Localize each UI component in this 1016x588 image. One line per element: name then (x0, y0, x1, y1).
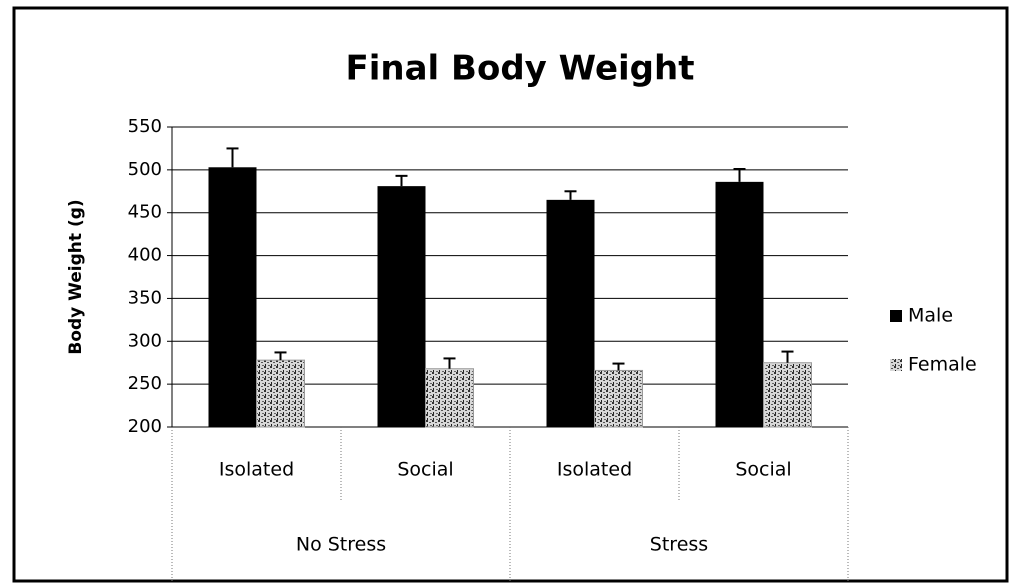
x-tick-label: Isolated (219, 459, 294, 481)
bar (425, 368, 474, 428)
y-tick-label: 250 (128, 373, 162, 394)
x-tick-label: Social (397, 459, 453, 481)
y-tick-label: 450 (128, 202, 162, 223)
y-tick-label: 550 (128, 116, 162, 137)
group-label: Stress (650, 534, 708, 556)
bar (208, 167, 257, 428)
legend-swatch (890, 359, 902, 371)
y-tick-label: 400 (128, 245, 162, 266)
y-axis-label: Body Weight (g) (66, 199, 86, 354)
x-tick-label: Social (735, 459, 791, 481)
bar (377, 186, 426, 427)
bar (256, 359, 305, 428)
chart-title: Final Body Weight (346, 49, 695, 89)
x-tick-label: Isolated (557, 459, 632, 481)
bar (763, 362, 812, 428)
y-tick-label: 300 (128, 330, 162, 351)
bar (594, 369, 643, 428)
legend-swatch (890, 310, 902, 322)
legend-label: Female (908, 354, 977, 376)
bar (546, 199, 595, 427)
y-tick-label: 350 (128, 287, 162, 308)
group-label: No Stress (296, 534, 386, 556)
bar (715, 181, 764, 427)
chart-frame (12, 6, 1009, 583)
y-tick-label: 500 (128, 159, 162, 180)
y-tick-label: 200 (128, 416, 162, 437)
legend-label: Male (908, 305, 953, 327)
